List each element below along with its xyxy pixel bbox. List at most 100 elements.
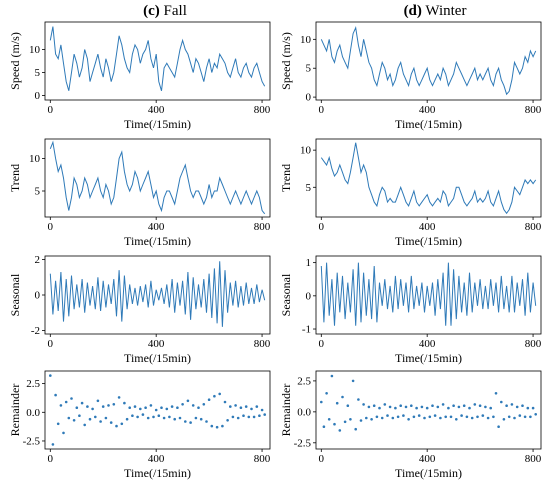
y-axis-label: Remainder <box>279 384 293 437</box>
y-tick-label: -2.5 <box>294 437 312 449</box>
data-point <box>186 399 190 403</box>
panel-fall-speed: 0 400 800 0 5 10 Time(/15min) Speed (m/s) <box>8 21 271 131</box>
data-point <box>128 406 131 410</box>
data-point <box>263 413 267 416</box>
y-tick-label: 2.5 <box>26 378 40 390</box>
data-point <box>139 407 142 411</box>
data-point <box>484 405 487 409</box>
data-point <box>367 405 371 409</box>
data-point <box>412 415 416 419</box>
y-tick-label: 0.0 <box>26 407 40 419</box>
y-tick-label: 2 <box>35 254 41 266</box>
x-tick-label: 400 <box>419 453 436 465</box>
data-point <box>460 414 463 417</box>
data-point <box>447 406 450 410</box>
data-point <box>173 417 176 421</box>
x-tick-label: 400 <box>148 338 165 350</box>
data-point <box>83 423 86 427</box>
x-tick-label: 0 <box>48 338 54 350</box>
data-point <box>178 416 182 420</box>
plot-frame <box>44 370 271 450</box>
data-point <box>154 408 158 412</box>
data-point <box>396 415 400 419</box>
data-point <box>213 394 216 398</box>
x-axis-label: Time(/15min) <box>124 234 191 248</box>
data-point <box>428 415 432 419</box>
x-tick-label: 800 <box>525 104 542 116</box>
data-point <box>494 392 498 395</box>
data-point <box>431 404 434 408</box>
column-title-winter: (d) Winter <box>330 0 540 22</box>
data-point <box>513 416 516 420</box>
data-point <box>351 379 355 383</box>
data-point <box>115 424 118 428</box>
data-point <box>523 415 527 419</box>
data-point <box>470 416 474 420</box>
data-point <box>515 405 519 409</box>
x-tick-label: 400 <box>419 104 436 116</box>
data-point <box>341 395 344 399</box>
data-point <box>473 403 477 406</box>
data-point <box>531 406 535 410</box>
data-point <box>247 415 251 419</box>
data-point <box>49 374 52 377</box>
column-name: Fall <box>163 3 187 19</box>
data-point <box>354 427 358 431</box>
y-tick-label: 5 <box>306 182 312 194</box>
data-point <box>327 418 331 421</box>
data-point <box>205 420 208 423</box>
data-point <box>194 416 198 420</box>
data-point <box>343 420 347 424</box>
data-point <box>229 405 232 408</box>
data-point <box>64 400 68 404</box>
data-point <box>436 405 440 409</box>
data-point <box>399 404 403 408</box>
data-point <box>149 404 153 407</box>
data-point <box>375 415 379 419</box>
data-point <box>223 400 227 404</box>
data-point <box>239 406 243 410</box>
y-tick-label: -2.5 <box>23 435 41 447</box>
data-point <box>370 418 373 421</box>
panel-winter-trend: 0 400 800 5 10 Time(/15min) Trend <box>279 138 542 248</box>
data-point <box>407 418 410 421</box>
series-line <box>320 262 537 326</box>
y-tick-label: -2 <box>31 325 40 337</box>
data-point <box>383 403 387 406</box>
data-point <box>215 425 219 429</box>
data-point <box>415 406 418 410</box>
data-point <box>94 415 97 419</box>
data-point <box>362 403 365 406</box>
x-tick-label: 400 <box>419 338 436 350</box>
y-axis-label: Trend <box>279 164 293 192</box>
y-tick-label: 10 <box>300 34 312 46</box>
data-point <box>260 408 264 412</box>
series-line <box>49 261 266 327</box>
data-point <box>481 414 485 417</box>
data-point <box>452 404 455 408</box>
data-point <box>70 397 73 400</box>
data-point <box>322 425 326 429</box>
data-point <box>433 414 437 417</box>
data-point <box>518 414 522 417</box>
data-point <box>258 414 261 418</box>
data-point <box>91 407 94 411</box>
data-point <box>199 417 203 421</box>
y-tick-label: 0 <box>306 290 312 302</box>
data-point <box>226 419 229 422</box>
data-point <box>101 405 105 408</box>
data-point <box>378 406 381 410</box>
y-tick-label: 0 <box>35 90 41 102</box>
data-point <box>492 415 495 419</box>
y-axis-label: Speed (m/s) <box>8 32 22 90</box>
data-point <box>372 404 376 408</box>
data-point <box>131 414 134 418</box>
data-point <box>255 405 259 408</box>
data-point <box>234 404 237 407</box>
data-point <box>500 400 503 404</box>
plot-frame <box>44 21 271 101</box>
series-line <box>320 142 537 215</box>
x-tick-label: 800 <box>254 338 271 350</box>
x-axis-label: Time(/15min) <box>395 466 462 480</box>
